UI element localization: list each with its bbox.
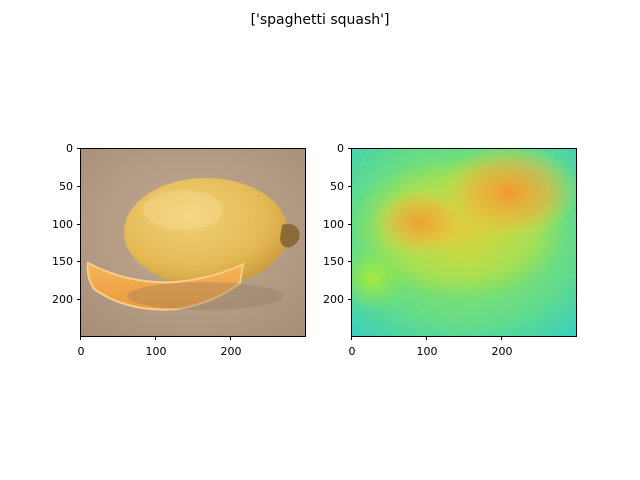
- heatmap-axes-frame: [351, 148, 577, 337]
- squash-highlight: [143, 190, 223, 230]
- squash-shadow: [127, 282, 283, 310]
- photo-x-tick-label-2: 200: [221, 345, 242, 358]
- axes-photo: 0 100 200 0 50 100 150 200: [52, 142, 306, 358]
- photo-x-tick-label-0: 0: [78, 345, 85, 358]
- heatmap-x-tick-label-1: 100: [417, 345, 438, 358]
- photo-y-tick-label-0: 0: [66, 142, 73, 155]
- heatmap-x-tick-label-2: 200: [492, 345, 513, 358]
- axes-heatmap: 0 100 200 0 50 100 150 200: [323, 142, 577, 358]
- photo-x-ticks: 0 100 200: [78, 336, 242, 358]
- heatmap-y-tick-label-0: 0: [337, 142, 344, 155]
- photo-y-tick-label-2: 100: [52, 218, 73, 231]
- photo-y-tick-label-4: 200: [52, 293, 73, 306]
- photo-y-ticks: 0 50 100 150 200: [52, 142, 81, 306]
- heatmap-y-tick-label-3: 150: [323, 255, 344, 268]
- squash-slice: [86, 261, 245, 311]
- squash-stem: [280, 223, 300, 248]
- heatmap-noise: [351, 148, 576, 336]
- squash-body: [124, 178, 288, 286]
- heatmap-image: [351, 148, 576, 336]
- heatmap-y-tick-label-1: 50: [330, 180, 344, 193]
- heatmap-y-tick-label-2: 100: [323, 218, 344, 231]
- photo-y-tick-label-3: 150: [52, 255, 73, 268]
- figure-suptitle: ['spaghetti squash']: [251, 12, 390, 28]
- photo-image: [80, 148, 305, 336]
- photo-y-tick-label-1: 50: [59, 180, 73, 193]
- heatmap-x-tick-label-0: 0: [349, 345, 356, 358]
- photo-x-tick-label-1: 100: [146, 345, 167, 358]
- photo-axes-frame: [80, 148, 306, 337]
- heatmap-y-ticks: 0 50 100 150 200: [323, 142, 352, 306]
- heatmap-x-ticks: 0 100 200: [349, 336, 513, 358]
- heatmap-y-tick-label-4: 200: [323, 293, 344, 306]
